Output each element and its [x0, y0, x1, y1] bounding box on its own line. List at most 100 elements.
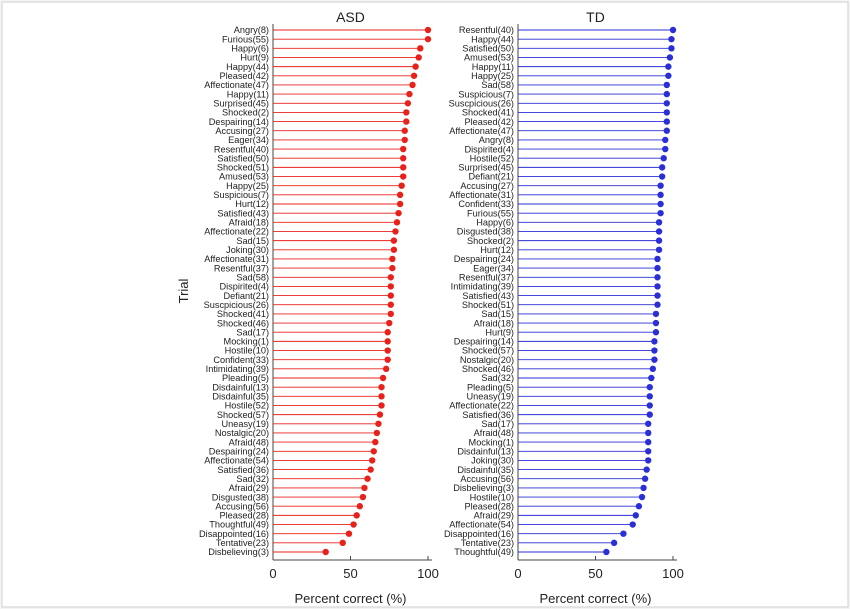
asd-trial-label: Amused(53) [219, 172, 269, 182]
td-point [651, 356, 658, 363]
td-point [640, 484, 647, 492]
asd-trial-label: Disappointed(16) [199, 529, 269, 539]
td-point [655, 237, 663, 244]
td-point [663, 90, 670, 98]
td-trial-label: Defiant(21) [469, 172, 514, 182]
td-point [652, 319, 660, 327]
asd-point [403, 118, 410, 125]
td-trial-label: Disappointed(16) [444, 529, 514, 539]
td-trial-label: Hostile(10) [470, 492, 514, 502]
asd-point [387, 274, 394, 281]
td-trial-label: Nostalgic(20) [460, 355, 514, 365]
td-trial-label: Sad(15) [481, 309, 514, 319]
td-trial-label: Satisfied(36) [462, 410, 514, 420]
asd-point [387, 283, 394, 290]
td-point [654, 292, 661, 299]
td-trial-label: Pleased(42) [464, 117, 514, 127]
asd-point [396, 200, 404, 208]
td-x-tick-label: 100 [662, 566, 684, 581]
td-trial-label: Afraid(18) [474, 318, 514, 328]
td-trial-label: Pleased(28) [464, 501, 514, 511]
asd-trial-label: Intimidating(39) [206, 364, 269, 374]
asd-trial-label: Joking(30) [226, 245, 269, 255]
asd-trial-label: Shocked(57) [217, 410, 269, 420]
td-trial-label: Happy(44) [471, 34, 514, 44]
td-trial-label: Resentful(40) [459, 25, 514, 35]
td-trial-label: Intimidating(39) [451, 282, 514, 292]
td-trial-label: Accusing(56) [460, 474, 514, 484]
td-point [657, 200, 664, 208]
asd-point [322, 548, 329, 556]
td-point [629, 521, 636, 528]
td-trial-label: Despairing(24) [454, 254, 514, 264]
asd-point [396, 191, 404, 199]
asd-trial-label: Affectionate(47) [204, 80, 269, 90]
td-point [665, 72, 672, 79]
td-point [669, 26, 677, 34]
td-trial-label: Accusing(27) [460, 181, 514, 191]
td-point [646, 411, 653, 418]
asd-y-axis-label: Trial [176, 278, 191, 303]
asd-point [373, 429, 381, 437]
asd-x-axis-label: Percent correct (%) [295, 591, 407, 606]
asd-point [387, 292, 394, 299]
asd-point [378, 402, 385, 409]
td-point [603, 548, 610, 556]
asd-trial-label: Pleading(5) [222, 373, 269, 383]
td-trial-label: Affectionate(54) [449, 520, 514, 530]
asd-trial-label: Shocked(2) [222, 108, 269, 118]
asd-point [400, 173, 407, 180]
td-trial-label: Furious(55) [467, 208, 514, 218]
asd-trial-label: Hurt(9) [240, 53, 269, 63]
asd-trial-label: Angry(8) [234, 25, 269, 35]
asd-trial-label: Suspicious(7) [213, 190, 269, 200]
td-point [646, 393, 653, 400]
asd-point [387, 310, 394, 318]
asd-point [367, 466, 374, 473]
asd-point [389, 255, 396, 263]
td-title: TD [586, 9, 605, 25]
asd-trial-label: Resentful(40) [214, 144, 269, 154]
asd-point [400, 145, 407, 153]
asd-panel: ASD 0 50 100 Percent correct (%) Trial Angry(8… [176, 9, 439, 606]
asd-point [392, 228, 399, 235]
td-trial-label: Confident(33) [458, 199, 514, 209]
asd-trial-label: Afraid(18) [229, 218, 269, 228]
asd-point [382, 365, 390, 373]
td-point [663, 118, 670, 125]
td-trial-label: Surprised(45) [458, 163, 514, 173]
td-point [668, 45, 675, 52]
asd-point [389, 264, 396, 272]
asd-point [370, 448, 377, 455]
td-trial-label: Affectionate(31) [449, 190, 514, 200]
td-point [646, 402, 653, 409]
asd-trial-label: Sad(15) [236, 236, 269, 246]
td-trial-label: Affectionate(22) [449, 401, 514, 411]
td-trial-label: Eager(34) [473, 263, 514, 273]
asd-trial-label: Shocked(41) [217, 309, 269, 319]
td-point [663, 81, 670, 89]
asd-point [350, 521, 357, 528]
asd-trial-label: Happy(11) [227, 89, 269, 99]
asd-point [390, 237, 398, 244]
td-trial-label: Dispirited(4) [464, 144, 514, 154]
td-trial-label: Pleading(5) [467, 382, 514, 392]
td-point [665, 63, 672, 70]
asd-trial-label: Surprised(45) [213, 98, 269, 108]
td-trial-label: Tentative(23) [461, 538, 514, 548]
asd-trial-label: Accusing(27) [215, 126, 269, 136]
asd-point [395, 209, 402, 217]
td-trial-label: Joking(30) [471, 456, 514, 466]
td-trial-label: Uneasy(19) [467, 392, 515, 402]
td-trial-label: Amused(53) [464, 53, 514, 63]
asd-trial-label: Affectionate(54) [204, 456, 269, 466]
td-point [662, 136, 669, 144]
asd-trial-label: Despairing(24) [209, 446, 269, 456]
td-point [654, 255, 661, 263]
td-trial-label: Satisfied(43) [462, 291, 514, 301]
asd-point [339, 539, 346, 547]
td-point [645, 420, 652, 427]
asd-trial-label: Shocked(51) [217, 163, 269, 173]
asd-point [403, 109, 410, 116]
td-trial-label: Suspicious(7) [458, 89, 514, 99]
